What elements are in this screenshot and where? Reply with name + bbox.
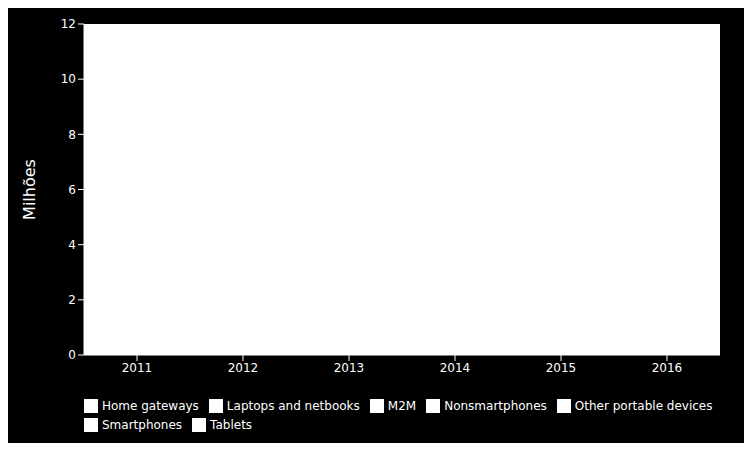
svg-text:2: 2 bbox=[68, 293, 76, 307]
svg-text:2016: 2016 bbox=[652, 361, 683, 375]
svg-text:12: 12 bbox=[61, 17, 76, 31]
svg-text:2011: 2011 bbox=[122, 361, 153, 375]
svg-text:0: 0 bbox=[68, 348, 76, 362]
html-text:Home gateways: Home gateways bbox=[102, 399, 199, 413]
svg-text:2015: 2015 bbox=[546, 361, 577, 375]
svg-text:Milhões: Milhões bbox=[20, 159, 39, 220]
svg-text:2013: 2013 bbox=[334, 361, 365, 375]
html-text:Smartphones: Smartphones bbox=[102, 418, 183, 432]
svg-text:2012: 2012 bbox=[228, 361, 259, 375]
html-text:M2M: M2M bbox=[387, 399, 417, 413]
svg-text:8: 8 bbox=[68, 128, 76, 142]
svg-text:2014: 2014 bbox=[440, 361, 471, 375]
html-text:Other portable devices: Other portable devices bbox=[574, 399, 713, 413]
svg-text:10: 10 bbox=[61, 72, 76, 86]
html-text:Nonsmartphones: Nonsmartphones bbox=[444, 399, 547, 413]
html-text:Laptops and netbooks: Laptops and netbooks bbox=[226, 399, 360, 413]
html-text:Tablets: Tablets bbox=[210, 418, 253, 432]
svg-text:6: 6 bbox=[68, 183, 76, 197]
svg-text:4: 4 bbox=[68, 238, 76, 252]
